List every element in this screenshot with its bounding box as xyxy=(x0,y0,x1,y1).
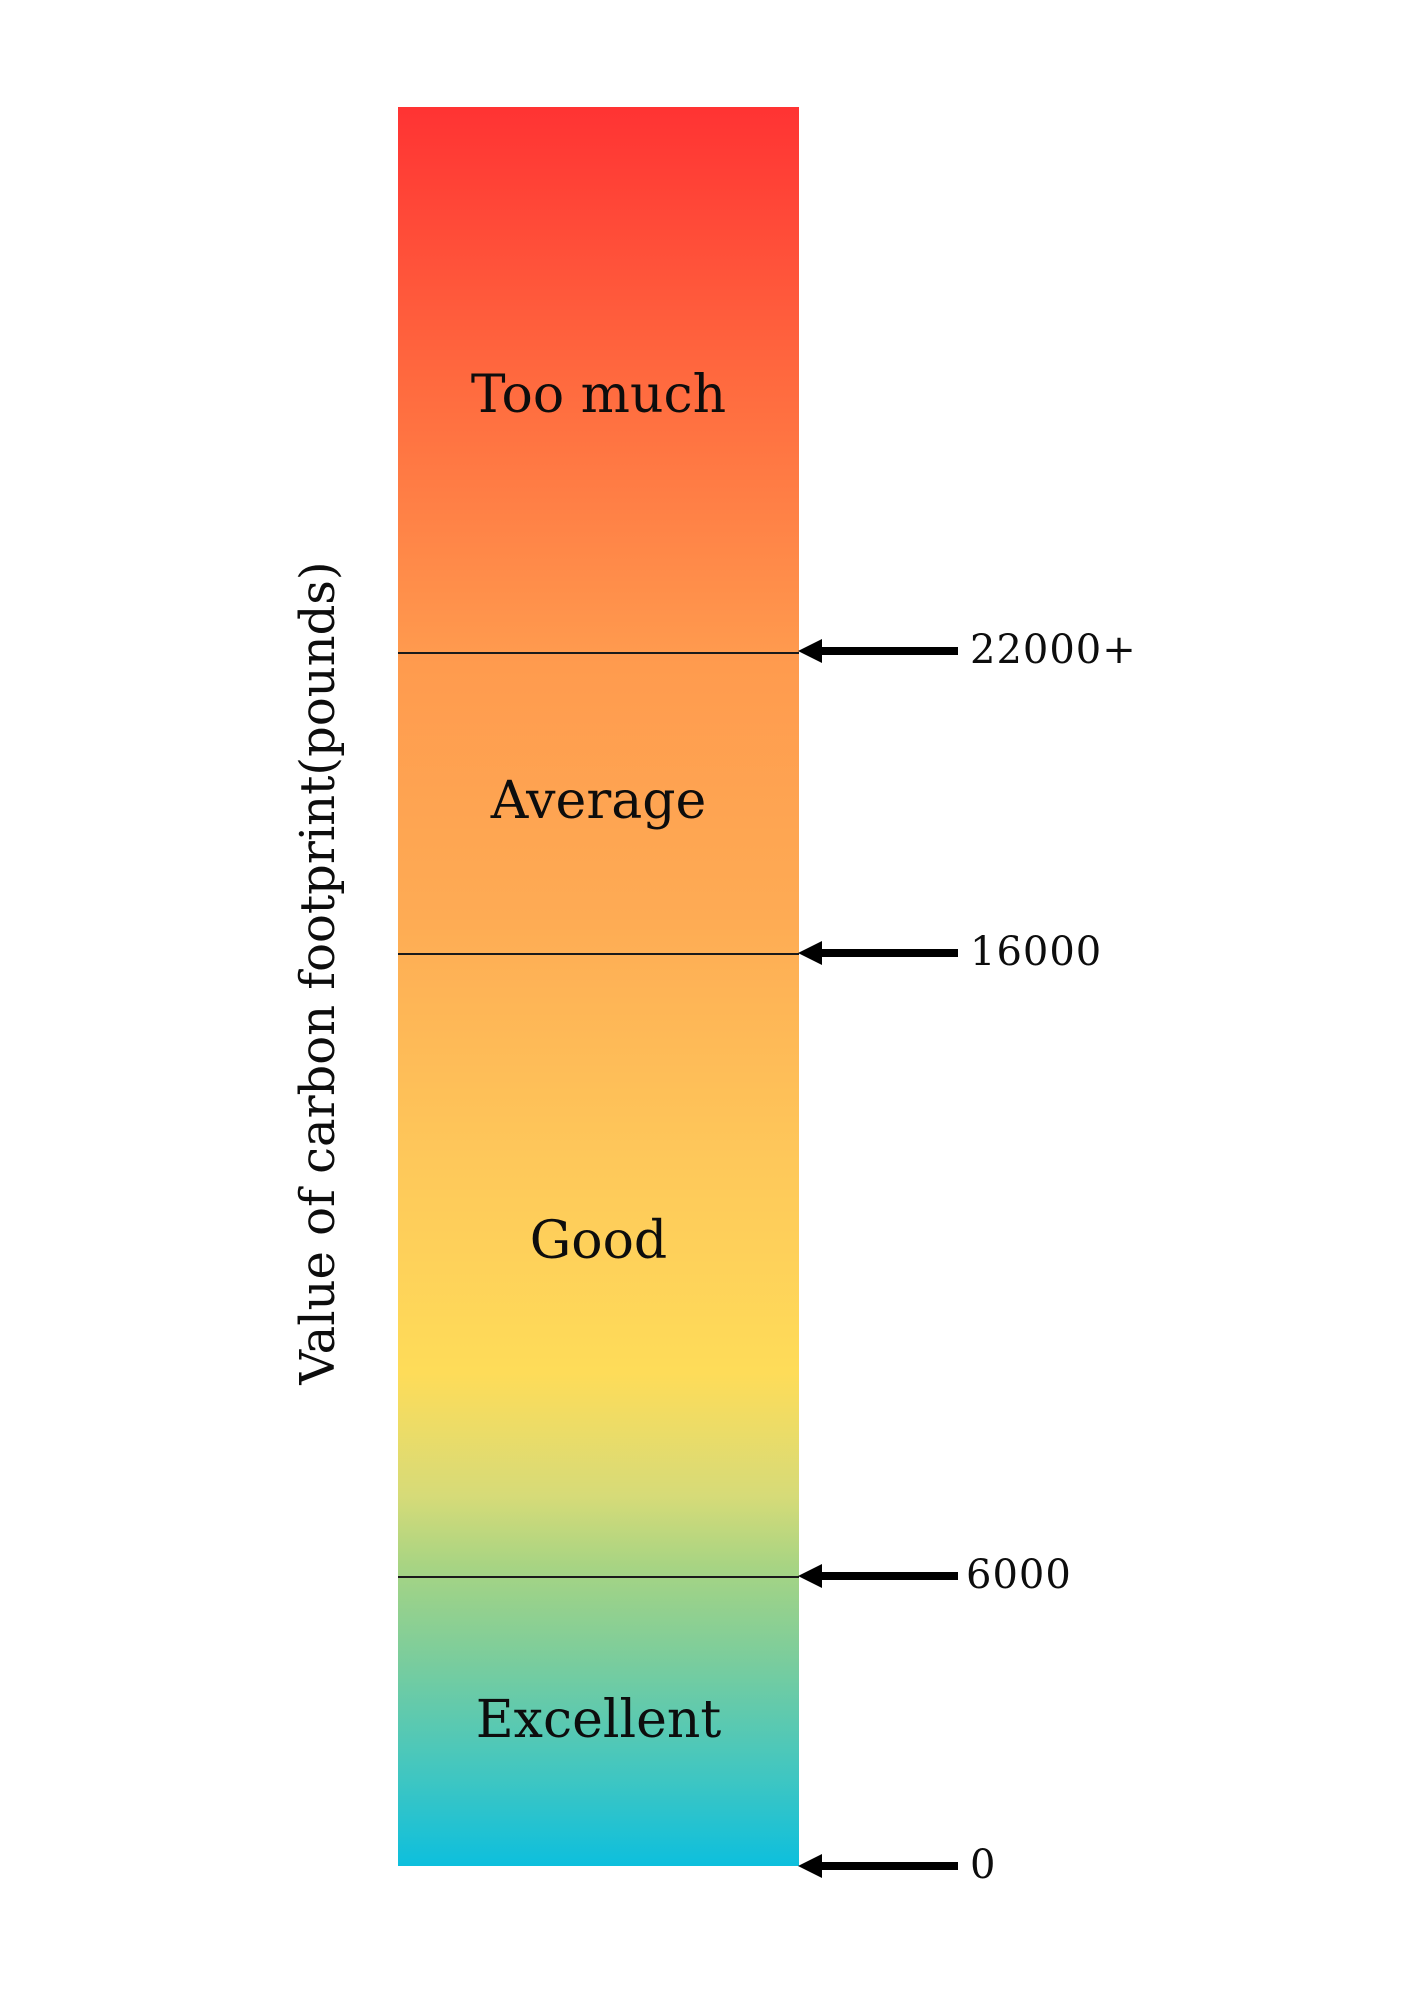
arrow-left-icon xyxy=(798,1564,958,1588)
threshold-value: 6000 xyxy=(966,1552,1072,1598)
boundary-line-16000 xyxy=(398,953,799,955)
zone-label-average: Average xyxy=(490,771,707,831)
axis-title: Value of carbon footprint(pounds) xyxy=(290,561,346,1385)
threshold-value: 22000+ xyxy=(970,627,1137,673)
zone-label-excellent: Excellent xyxy=(475,1690,722,1750)
arrow-left-icon xyxy=(798,941,958,965)
threshold-value: 0 xyxy=(970,1842,997,1888)
boundary-line-6000 xyxy=(398,1576,799,1578)
arrow-left-icon xyxy=(798,1854,958,1878)
zone-label-too-much: Too much xyxy=(470,365,727,425)
gradient-scale-bar: Too much Average Good Excellent xyxy=(398,107,799,1866)
zone-label-good: Good xyxy=(529,1211,668,1271)
threshold-value: 16000 xyxy=(970,929,1103,975)
boundary-line-22000 xyxy=(398,652,799,654)
arrow-left-icon xyxy=(798,639,958,663)
